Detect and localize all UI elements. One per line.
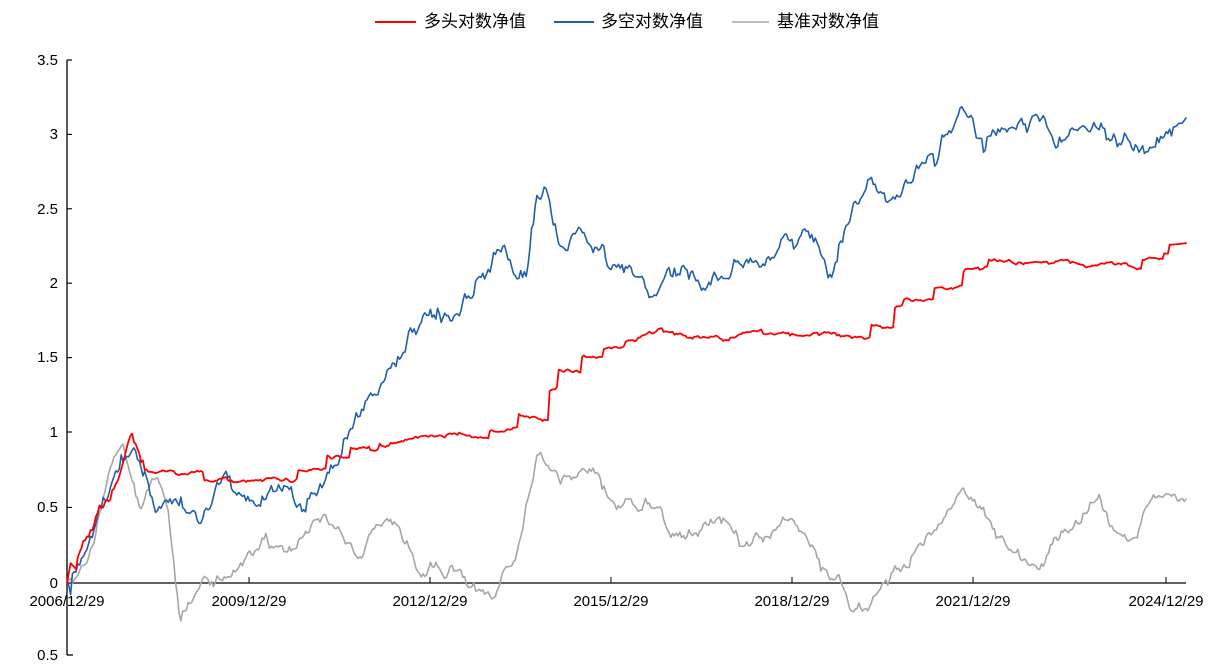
- svg-text:多空对数净值: 多空对数净值: [601, 12, 703, 31]
- svg-text:2021/12/29: 2021/12/29: [935, 593, 1010, 610]
- svg-text:1.5: 1.5: [37, 349, 58, 366]
- svg-text:2018/12/29: 2018/12/29: [754, 593, 829, 610]
- svg-text:多头对数净值: 多头对数净值: [424, 12, 526, 31]
- svg-text:0.5: 0.5: [37, 499, 58, 516]
- svg-text:1: 1: [50, 424, 58, 441]
- svg-text:0.5: 0.5: [37, 647, 58, 664]
- svg-text:基准对数净值: 基准对数净值: [777, 12, 879, 31]
- svg-text:2006/12/29: 2006/12/29: [29, 593, 104, 610]
- svg-text:3: 3: [50, 126, 58, 143]
- svg-text:0: 0: [50, 575, 58, 592]
- svg-text:2012/12/29: 2012/12/29: [392, 593, 467, 610]
- svg-text:2015/12/29: 2015/12/29: [573, 593, 648, 610]
- svg-text:3.5: 3.5: [37, 52, 58, 69]
- svg-text:2009/12/29: 2009/12/29: [211, 593, 286, 610]
- svg-text:2.5: 2.5: [37, 201, 58, 218]
- svg-text:2: 2: [50, 275, 58, 292]
- svg-text:2024/12/29: 2024/12/29: [1128, 593, 1203, 610]
